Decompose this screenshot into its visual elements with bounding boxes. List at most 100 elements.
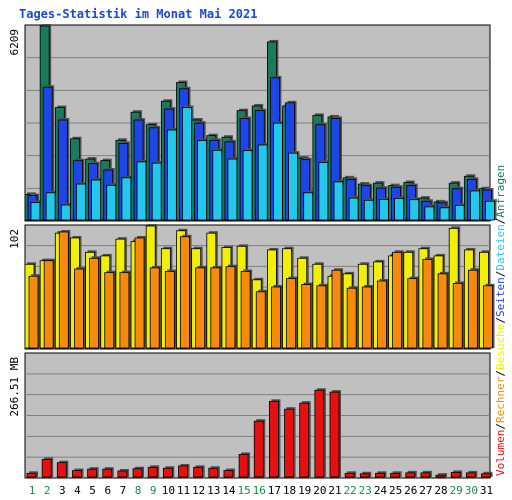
x-tick-day-23: 23 bbox=[359, 484, 372, 497]
bar-volumen-day-18 bbox=[284, 408, 294, 478]
bar-volumen-day-20 bbox=[314, 389, 325, 478]
x-tick-day-5: 5 bbox=[89, 484, 96, 497]
bar-volumen-day-9 bbox=[147, 466, 158, 478]
legend: Volumen/Rechner/Besuche/Seiten/Dateien/A… bbox=[494, 165, 507, 476]
bar-rechner-day-3 bbox=[58, 231, 69, 349]
legend-item-seiten: Seiten bbox=[494, 277, 507, 317]
bar-dateien-day-18 bbox=[288, 152, 298, 221]
bar-rechner-day-1 bbox=[28, 275, 39, 349]
bar-rechner-day-14 bbox=[225, 266, 236, 349]
bar-dateien-day-22 bbox=[348, 197, 359, 221]
x-tick-day-18: 18 bbox=[283, 484, 296, 497]
x-tick-day-12: 12 bbox=[192, 484, 205, 497]
bar-dateien-day-11 bbox=[182, 107, 192, 221]
bar-volumen-day-4 bbox=[72, 470, 82, 478]
bar-dateien-day-4 bbox=[76, 183, 86, 221]
bar-dateien-day-21 bbox=[333, 181, 344, 221]
bar-volumen-day-8 bbox=[132, 468, 143, 478]
x-tick-day-11: 11 bbox=[177, 484, 190, 497]
legend-separator: / bbox=[494, 317, 507, 324]
x-tick-day-22: 22 bbox=[344, 484, 357, 497]
bar-rechner-day-7 bbox=[119, 272, 130, 349]
bar-rechner-day-12 bbox=[195, 267, 206, 349]
x-tick-day-25: 25 bbox=[389, 484, 402, 497]
x-tick-day-29: 29 bbox=[450, 484, 463, 497]
bar-rechner-day-19 bbox=[301, 284, 312, 349]
bar-volumen-day-23 bbox=[359, 473, 370, 478]
bar-dateien-day-19 bbox=[303, 192, 314, 221]
bar-rechner-day-29 bbox=[452, 283, 463, 349]
bar-dateien-day-3 bbox=[60, 204, 71, 221]
bar-dateien-day-10 bbox=[166, 129, 177, 221]
bar-dateien-day-7 bbox=[121, 177, 132, 221]
bar-volumen-day-7 bbox=[117, 470, 128, 478]
x-tick-day-27: 27 bbox=[419, 484, 432, 497]
bar-dateien-day-8 bbox=[136, 161, 147, 221]
bar-dateien-day-15 bbox=[242, 150, 253, 221]
bar-rechner-day-30 bbox=[467, 269, 478, 349]
legend-separator: / bbox=[494, 370, 507, 377]
legend-separator: / bbox=[494, 423, 507, 430]
bar-volumen-day-13 bbox=[208, 467, 219, 478]
x-tick-day-10: 10 bbox=[162, 484, 175, 497]
bar-rechner-day-6 bbox=[104, 272, 115, 349]
bar-dateien-day-13 bbox=[212, 149, 223, 221]
bar-dateien-day-29 bbox=[454, 204, 465, 221]
bar-dateien-day-20 bbox=[318, 162, 329, 221]
bar-dateien-day-24 bbox=[379, 198, 389, 221]
bar-rechner-day-25 bbox=[392, 251, 403, 349]
bar-volumen-day-19 bbox=[299, 402, 310, 478]
bar-dateien-day-5 bbox=[91, 179, 101, 221]
y-scale-label-visits: 102 bbox=[8, 229, 21, 249]
x-tick-day-31: 31 bbox=[480, 484, 493, 497]
bar-volumen-day-27 bbox=[420, 472, 431, 478]
bar-rechner-day-2 bbox=[43, 260, 54, 349]
bar-rechner-day-17 bbox=[270, 286, 281, 349]
y-scale-label-volume: 266.51 MB bbox=[8, 357, 21, 417]
x-tick-day-15: 15 bbox=[237, 484, 250, 497]
bar-rechner-day-5 bbox=[89, 257, 99, 349]
x-tick-day-7: 7 bbox=[120, 484, 127, 497]
x-tick-day-6: 6 bbox=[104, 484, 111, 497]
bar-volumen-day-26 bbox=[405, 472, 416, 478]
x-tick-day-17: 17 bbox=[268, 484, 281, 497]
bar-dateien-day-28 bbox=[439, 207, 450, 221]
bar-volumen-day-3 bbox=[56, 462, 67, 478]
bar-dateien-day-2 bbox=[45, 192, 56, 221]
bar-dateien-day-9 bbox=[151, 162, 162, 221]
bar-volumen-day-11 bbox=[178, 465, 188, 478]
x-tick-day-21: 21 bbox=[328, 484, 341, 497]
x-tick-day-1: 1 bbox=[29, 484, 36, 497]
bar-volumen-day-31 bbox=[481, 473, 491, 478]
legend-item-volumen: Volumen bbox=[494, 430, 507, 476]
bar-rechner-day-26 bbox=[407, 278, 418, 349]
bar-rechner-day-9 bbox=[149, 267, 160, 349]
bar-rechner-day-16 bbox=[255, 291, 266, 349]
bar-volumen-day-10 bbox=[162, 467, 173, 478]
legend-separator: / bbox=[494, 218, 507, 225]
x-tick-day-30: 30 bbox=[465, 484, 478, 497]
legend-item-besuche: Besuche bbox=[494, 324, 507, 370]
x-tick-day-24: 24 bbox=[374, 484, 388, 497]
bar-volumen-day-21 bbox=[329, 391, 340, 478]
x-tick-day-26: 26 bbox=[404, 484, 417, 497]
bar-rechner-day-18 bbox=[286, 278, 296, 349]
bar-dateien-day-25 bbox=[394, 198, 405, 221]
x-tick-day-14: 14 bbox=[222, 484, 236, 497]
bar-dateien-day-12 bbox=[197, 140, 208, 221]
legend-item-rechner: Rechner bbox=[494, 376, 507, 423]
bar-rechner-day-24 bbox=[377, 280, 387, 349]
bar-rechner-day-4 bbox=[74, 268, 84, 349]
bar-volumen-day-1 bbox=[26, 472, 37, 478]
x-tick-day-9: 9 bbox=[150, 484, 157, 497]
bar-rechner-day-22 bbox=[346, 287, 357, 349]
bar-dateien-day-1 bbox=[30, 202, 41, 221]
bar-volumen-day-17 bbox=[268, 400, 279, 478]
x-tick-day-20: 20 bbox=[313, 484, 326, 497]
bar-volumen-day-28 bbox=[435, 474, 446, 478]
bar-rechner-day-15 bbox=[240, 271, 251, 349]
bar-volumen-day-29 bbox=[450, 471, 461, 478]
bar-dateien-day-16 bbox=[257, 144, 268, 221]
legend-item-anfragen: Anfragen bbox=[494, 165, 507, 218]
